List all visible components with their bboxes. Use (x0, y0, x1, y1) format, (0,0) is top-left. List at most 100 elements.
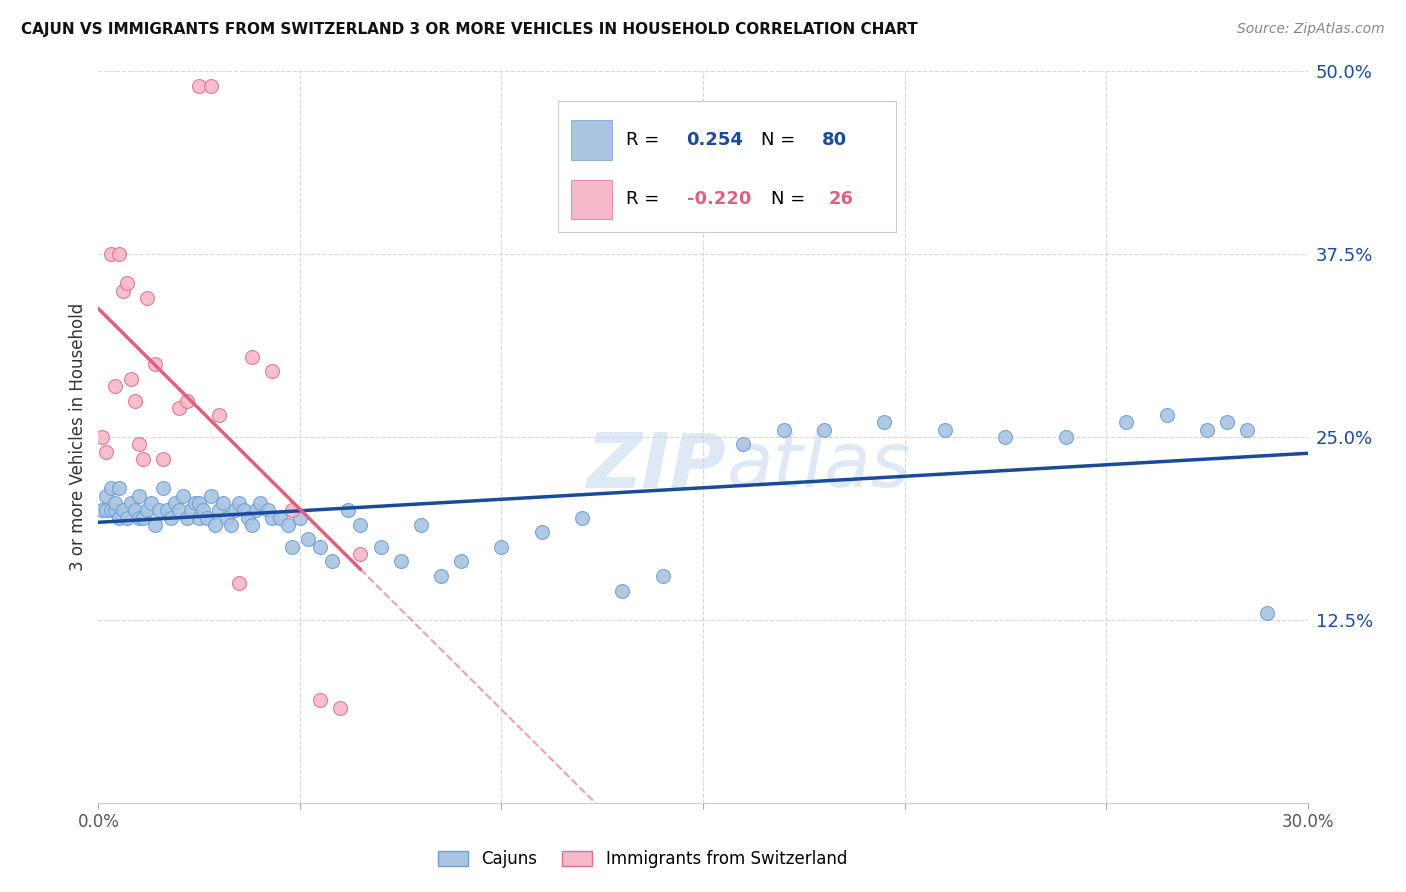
Point (107, 247, 129, 261)
Point (176, 510, 198, 524)
Point (103, 379, 125, 393)
Point (240, 517, 263, 532)
Point (115, 277, 138, 291)
Point (309, 693, 332, 707)
Point (772, 423, 794, 437)
Point (167, 401, 190, 415)
Point (103, 496, 125, 510)
Point (281, 503, 304, 517)
Point (277, 517, 299, 532)
Point (389, 554, 412, 568)
Point (221, 517, 243, 532)
Point (152, 481, 174, 495)
Point (212, 496, 235, 510)
Y-axis label: 3 or more Vehicles in Household: 3 or more Vehicles in Household (69, 303, 87, 571)
Point (260, 510, 283, 524)
Point (329, 700, 352, 714)
Point (208, 408, 231, 422)
Point (188, 496, 211, 510)
Point (135, 291, 157, 305)
Point (100, 481, 122, 495)
Point (260, 364, 283, 378)
Point (200, 489, 222, 503)
Point (349, 547, 371, 561)
Point (224, 503, 246, 517)
Text: CAJUN VS IMMIGRANTS FROM SWITZERLAND 3 OR MORE VEHICLES IN HOUSEHOLD CORRELATION: CAJUN VS IMMIGRANTS FROM SWITZERLAND 3 O… (21, 22, 918, 37)
Point (193, 503, 215, 517)
Point (96, 444, 118, 458)
Point (309, 540, 332, 554)
Point (873, 416, 896, 430)
Point (208, 503, 231, 517)
Point (103, 503, 125, 517)
Point (120, 371, 142, 385)
Point (156, 503, 179, 517)
Point (167, 503, 190, 517)
Point (128, 510, 150, 524)
Point (245, 503, 267, 517)
Point (430, 569, 453, 583)
Point (96, 503, 118, 517)
Point (217, 510, 239, 524)
Point (143, 357, 166, 371)
Point (236, 510, 259, 524)
Point (91, 430, 114, 444)
Point (124, 503, 146, 517)
Point (132, 452, 155, 467)
Point (256, 503, 278, 517)
Point (163, 496, 186, 510)
Point (651, 569, 673, 583)
Point (152, 452, 174, 467)
Point (571, 510, 593, 524)
Point (409, 517, 432, 532)
Point (128, 489, 150, 503)
Point (107, 510, 129, 524)
Point (195, 510, 218, 524)
Text: ZIP: ZIP (588, 429, 727, 503)
Point (733, 437, 755, 451)
Point (813, 423, 835, 437)
Point (176, 393, 198, 408)
Point (148, 503, 170, 517)
Point (107, 481, 129, 495)
Point (96, 489, 118, 503)
Point (612, 583, 634, 598)
Point (91, 503, 114, 517)
Point (249, 496, 271, 510)
Point (128, 437, 150, 451)
Point (111, 284, 134, 298)
Point (132, 510, 155, 524)
Point (1156, 408, 1178, 422)
Point (100, 247, 122, 261)
Point (337, 503, 360, 517)
Point (188, 510, 211, 524)
Point (228, 576, 250, 591)
Point (281, 540, 304, 554)
Point (1195, 423, 1218, 437)
Point (188, 78, 211, 93)
Point (491, 540, 513, 554)
Point (143, 517, 166, 532)
Point (530, 525, 553, 540)
Point (288, 510, 311, 524)
Text: atlas: atlas (727, 429, 911, 503)
Point (240, 350, 263, 364)
Point (120, 496, 142, 510)
Point (100, 503, 122, 517)
Text: Source: ZipAtlas.com: Source: ZipAtlas.com (1237, 22, 1385, 37)
Point (1256, 606, 1278, 620)
Point (180, 503, 202, 517)
Point (994, 430, 1017, 444)
Point (115, 510, 138, 524)
Point (139, 496, 162, 510)
Point (269, 510, 291, 524)
Point (200, 78, 222, 93)
Point (172, 489, 194, 503)
Point (1054, 430, 1077, 444)
Point (450, 554, 472, 568)
Point (111, 503, 134, 517)
Point (232, 503, 254, 517)
Point (321, 554, 343, 568)
Point (124, 393, 146, 408)
Point (370, 540, 392, 554)
